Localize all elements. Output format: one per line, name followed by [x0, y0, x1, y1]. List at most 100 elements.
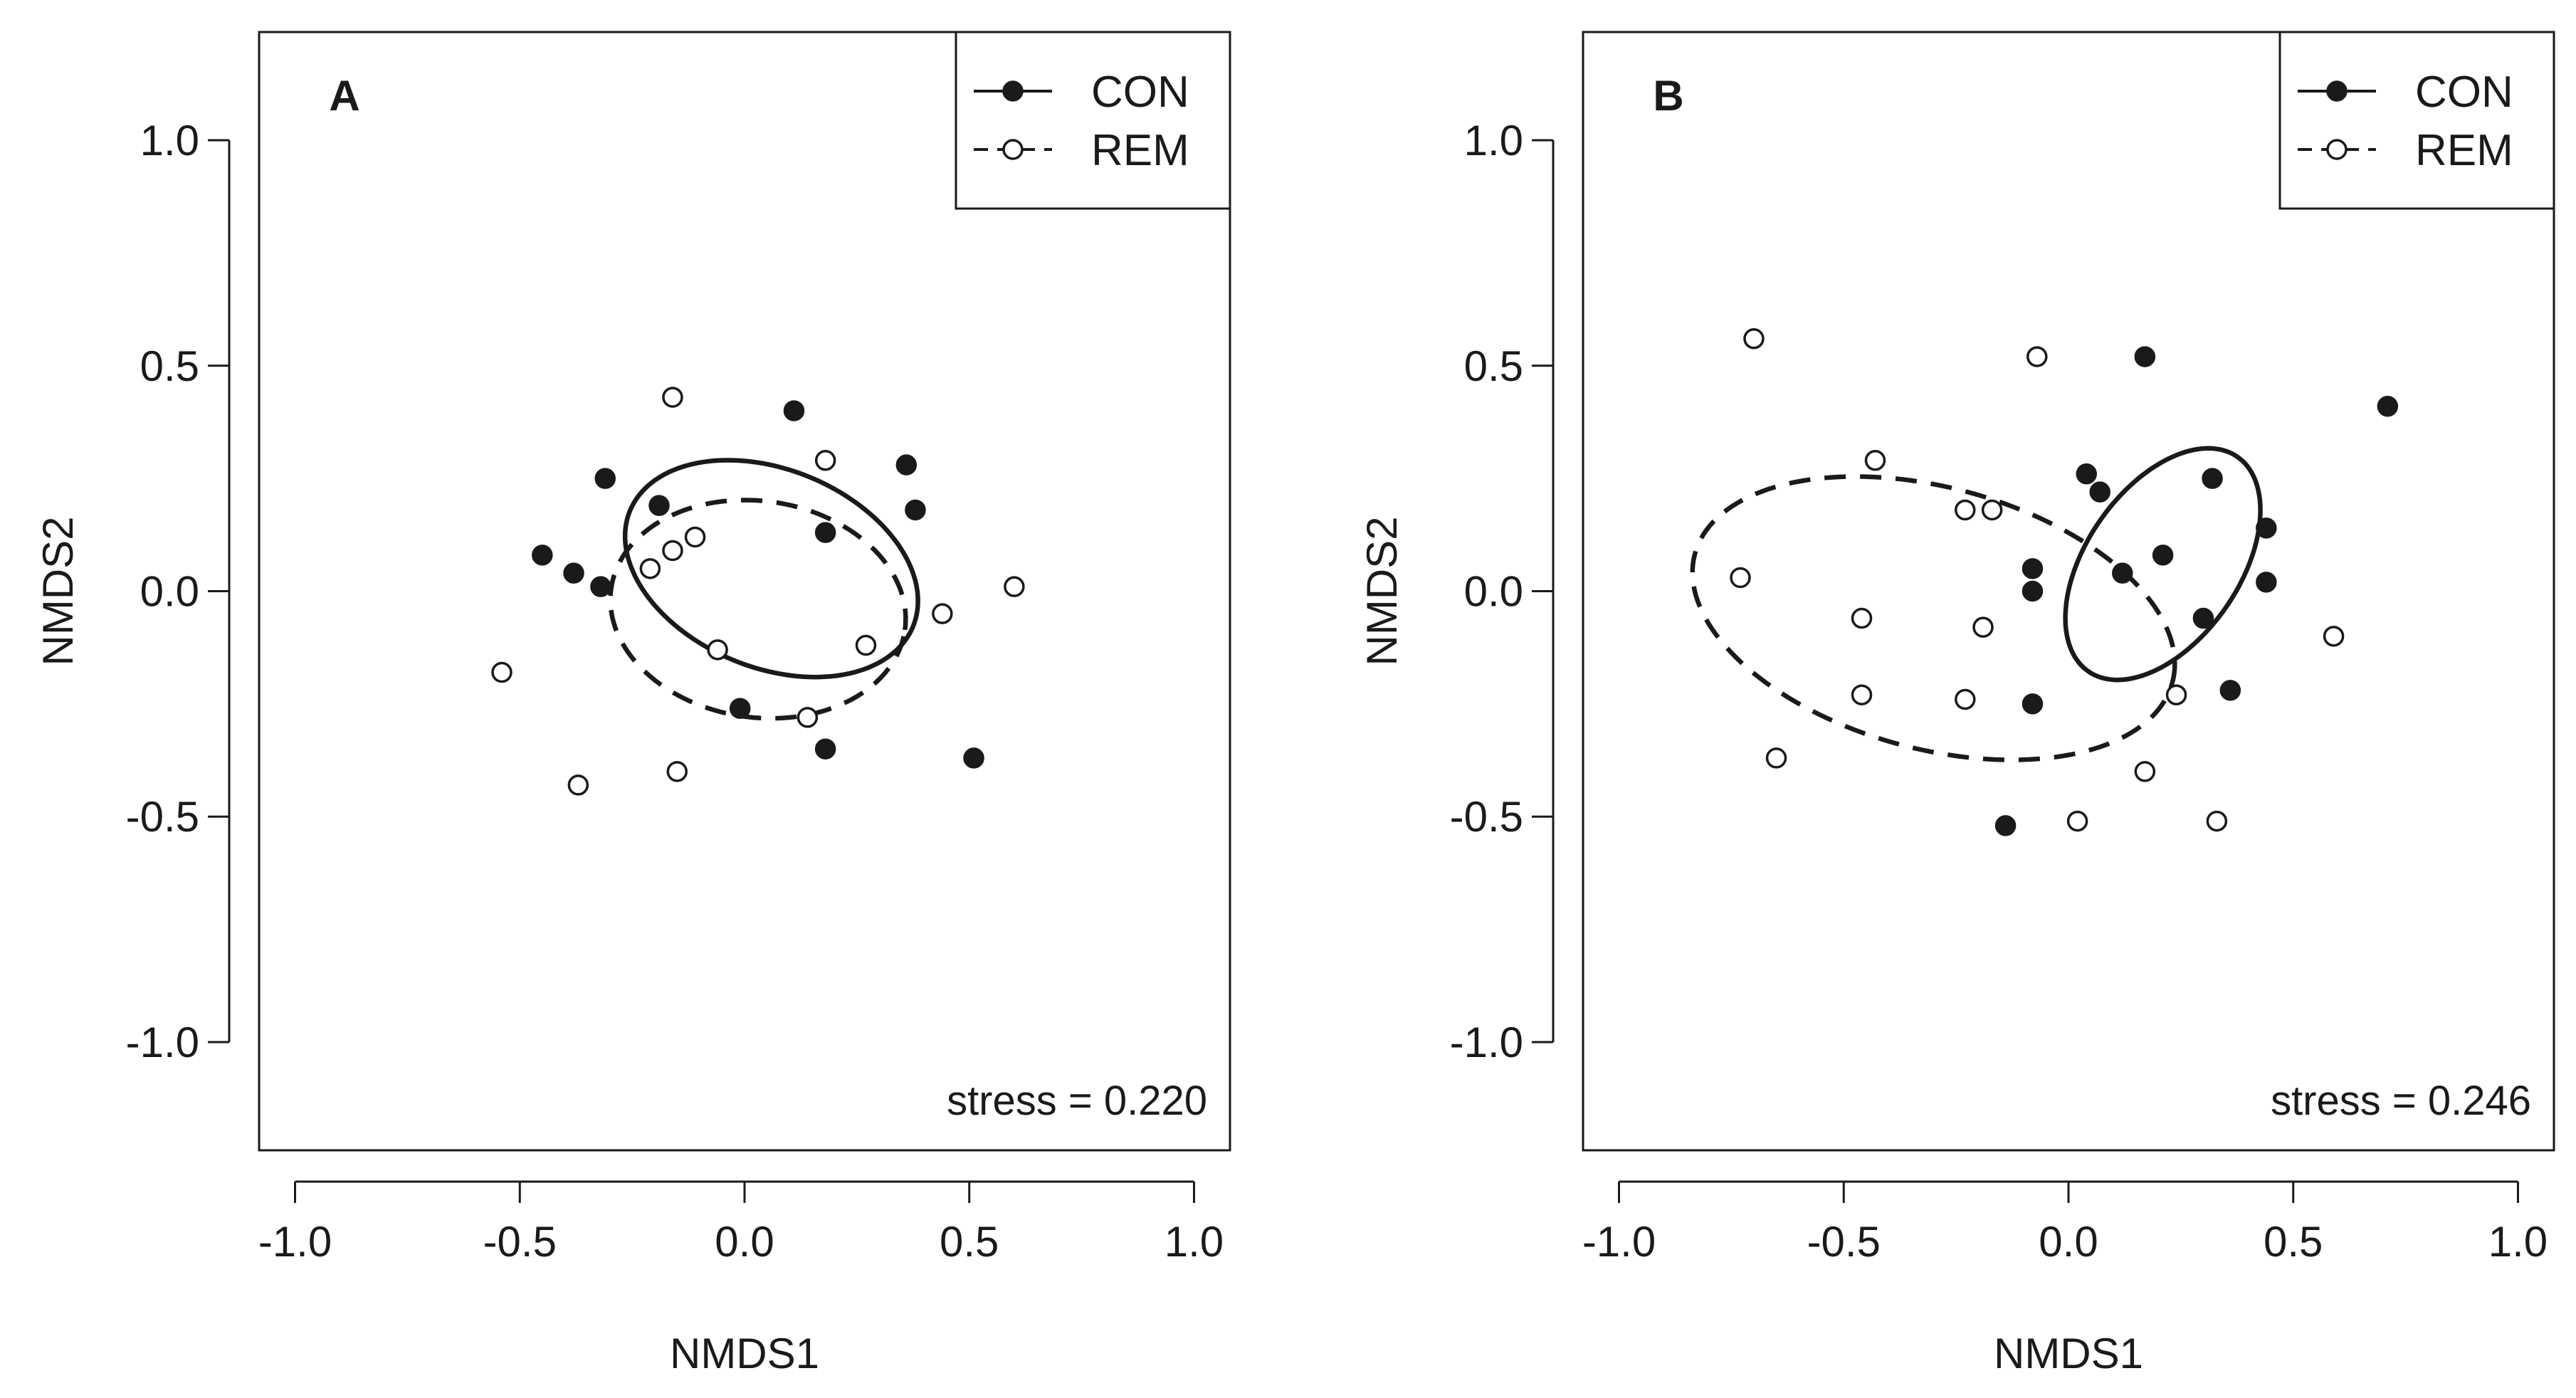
y-tick-label: -1.0 — [126, 1019, 199, 1066]
x-tick-label: 0.0 — [715, 1218, 774, 1266]
point-rem — [662, 540, 683, 562]
point-rem — [1851, 684, 1873, 705]
panel-b: -1.0 -0.5 0.0 0.5 1.0 -1.0 -0.5 0.0 0.5 1.0 NMDS1 N… — [1358, 31, 2555, 1377]
y-axis-title: NMDS2 — [34, 516, 82, 666]
point-con — [2022, 693, 2044, 715]
x-tick-label: 0.0 — [2039, 1218, 2098, 1266]
point-rem — [2323, 626, 2345, 647]
legend-label-rem: REM — [2415, 126, 2513, 175]
x-tick-label: 0.5 — [2264, 1218, 2323, 1266]
point-rem — [1743, 328, 1765, 350]
legend-marker-con — [1002, 80, 1024, 102]
legend-marker-con — [2326, 80, 2348, 102]
point-rem — [1730, 567, 1751, 589]
point-rem — [814, 450, 836, 471]
y-axis-title: NMDS2 — [1358, 516, 1406, 666]
legend-label-con: CON — [1091, 68, 1189, 117]
point-con — [2152, 545, 2174, 566]
point-rem — [932, 603, 953, 624]
ellipse-rem — [1690, 474, 2177, 762]
ellipse-con — [2063, 446, 2263, 683]
point-rem — [2026, 346, 2048, 367]
point-con — [2256, 572, 2277, 593]
panel-label: A — [329, 72, 359, 120]
point-con — [2202, 468, 2223, 489]
plot-area — [491, 387, 1025, 796]
y-tick-label: 0.0 — [140, 568, 199, 616]
point-con — [814, 738, 836, 760]
point-con — [729, 698, 751, 719]
legend-label-con: CON — [2415, 68, 2513, 117]
point-con — [2219, 680, 2241, 701]
ellipse-con — [622, 458, 920, 680]
point-rem — [1765, 747, 1787, 769]
point-con — [2192, 607, 2214, 629]
x-tick-label: 1.0 — [2488, 1218, 2548, 1266]
y-tick-label: 1.0 — [1464, 117, 1523, 164]
legend: CON REM — [955, 31, 1231, 210]
point-con — [905, 499, 926, 521]
x-tick-label: -1.0 — [258, 1218, 332, 1266]
stress-label: stress = 0.220 — [947, 1078, 1207, 1124]
panel-a: -1.0 -0.5 0.0 0.5 1.0 -1.0 -0.5 0.0 0.5 1.0 NMDS1 N… — [34, 31, 1231, 1377]
point-rem — [639, 558, 661, 579]
x-axis-title: NMDS1 — [1994, 1330, 2143, 1377]
point-con — [2089, 481, 2110, 503]
point-con — [590, 576, 611, 597]
point-con — [783, 400, 805, 421]
legend-label-rem: REM — [1091, 126, 1189, 175]
legend-marker-rem — [2326, 139, 2348, 160]
stress-label: stress = 0.246 — [2271, 1078, 2531, 1124]
point-rem — [491, 661, 512, 683]
point-rem — [2165, 684, 2187, 705]
point-con — [895, 454, 918, 475]
y-tick-label: -0.5 — [126, 793, 199, 841]
point-rem — [1981, 499, 2003, 521]
point-con — [2076, 463, 2098, 485]
point-con — [532, 545, 553, 566]
point-con — [2134, 346, 2156, 367]
point-rem — [567, 774, 589, 796]
y-tick-label: -0.5 — [1450, 793, 1523, 841]
point-con — [2377, 396, 2399, 417]
point-con — [814, 522, 836, 543]
point-rem — [1972, 616, 1994, 638]
point-con — [963, 747, 984, 769]
point-rem — [1955, 499, 1976, 521]
legend-box — [2278, 31, 2555, 210]
x-tick-label: -0.5 — [483, 1218, 557, 1266]
x-axis-title: NMDS1 — [670, 1330, 819, 1377]
plot-frame — [258, 31, 1231, 1152]
point-rem — [855, 634, 877, 656]
y-tick-label: -1.0 — [1450, 1019, 1523, 1066]
ellipse-rem — [608, 498, 908, 721]
point-con — [648, 495, 670, 516]
point-rem — [662, 387, 683, 408]
point-con — [594, 468, 616, 489]
point-con — [2022, 580, 2044, 602]
plot-area — [1690, 328, 2399, 836]
y-tick-label: 0.0 — [1464, 568, 1523, 616]
point-rem — [1864, 450, 1886, 471]
plot-frame — [1582, 31, 2555, 1152]
point-rem — [707, 639, 728, 661]
point-rem — [1004, 576, 1025, 597]
point-rem — [2134, 761, 2156, 782]
point-rem — [666, 761, 688, 782]
point-con — [2112, 562, 2133, 584]
legend-marker-rem — [1002, 139, 1024, 160]
point-con — [2256, 517, 2277, 539]
point-rem — [1955, 688, 1976, 710]
y-tick-label: 1.0 — [140, 117, 199, 164]
legend: CON REM — [2278, 31, 2555, 210]
point-rem — [1851, 607, 1873, 629]
x-tick-label: -0.5 — [1807, 1218, 1881, 1266]
x-tick-label: 0.5 — [940, 1218, 999, 1266]
panel-label: B — [1653, 72, 1683, 120]
point-con — [2022, 558, 2044, 579]
point-con — [1994, 815, 2017, 836]
point-rem — [2066, 810, 2088, 832]
y-tick-label: 0.5 — [140, 342, 199, 390]
legend-box — [955, 31, 1231, 210]
